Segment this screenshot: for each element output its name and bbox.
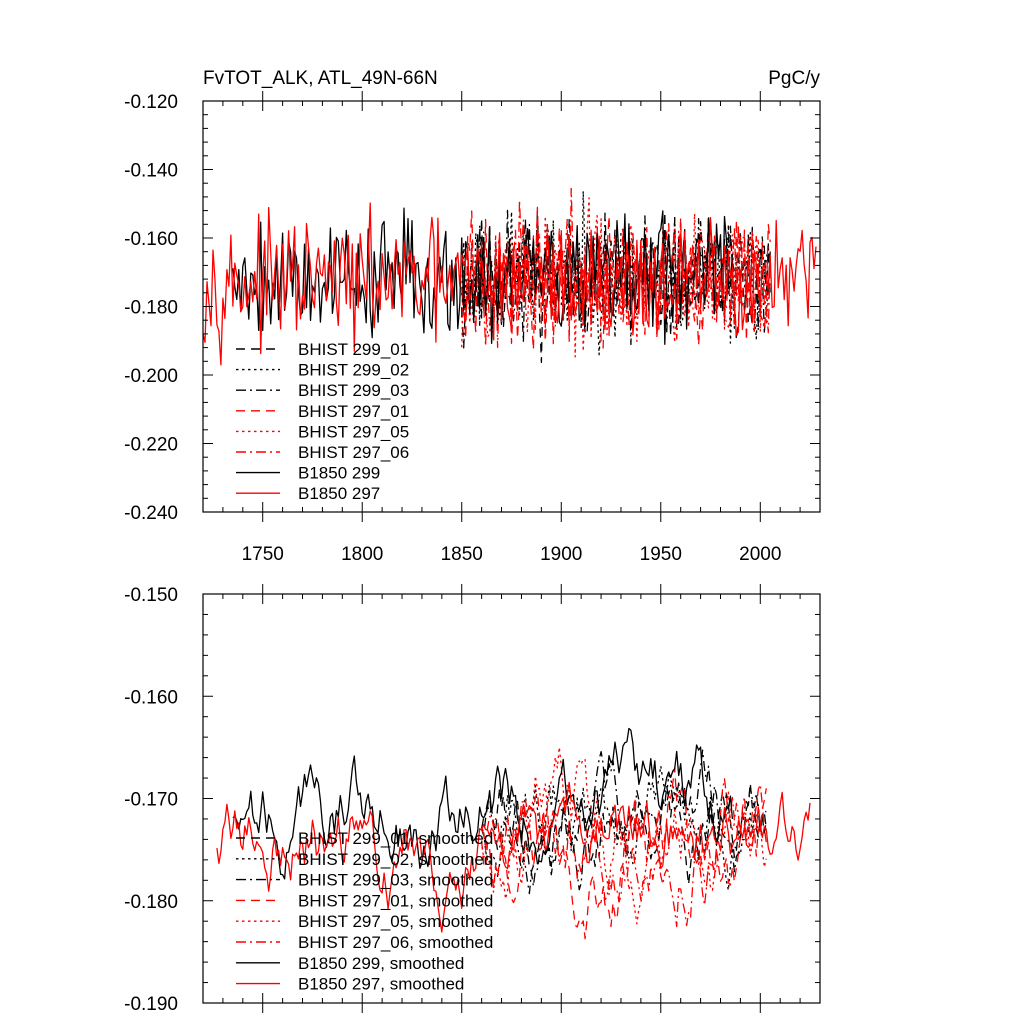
bottom-series-line-2 [480,749,767,895]
top-y-tick-label: -0.120 [124,92,178,113]
bottom-series-line-6 [232,727,734,880]
bottom-legend-label: BHIST 297_01, smoothed [298,891,493,910]
bottom-series-line-5 [481,778,767,928]
bottom-chart-panel: -0.150 -0.160 -0.170 -0.180 -0.190 BHIST 299_… [124,584,821,1015]
top-legend-label: BHIST 297_06 [298,443,409,462]
bottom-y-tick-label: -0.180 [124,892,178,913]
top-y-tick-label: -0.220 [124,435,178,456]
bottom-series-line-4 [480,746,767,925]
bottom-y-tick-label: -0.190 [124,994,178,1015]
bottom-series-line-3 [480,767,767,940]
bottom-legend-label: BHIST 299_01, smoothed [298,829,493,848]
top-x-tick-label: 1800 [341,544,383,565]
top-legend-label: BHIST 299_03 [298,381,409,400]
top-y-tick-label: -0.140 [124,161,178,182]
top-y-tick-label: -0.180 [124,298,178,319]
top-legend-label: BHIST 297_01 [298,402,409,421]
top-legend-label: B1850 299 [298,464,380,483]
top-series-line-7 [202,202,817,366]
top-legend-label: BHIST 299_02 [298,361,409,380]
top-chart-panel: -0.120 -0.140 -0.160 -0.180 -0.200 -0.220 -0.2… [124,91,821,565]
bottom-y-tick-label: -0.150 [124,585,178,606]
bottom-y-tick-label: -0.170 [124,790,178,811]
bottom-legend-label: B1850 299, smoothed [298,954,464,973]
top-y-tick-label: -0.240 [124,503,178,524]
bottom-legend-label: BHIST 297_05, smoothed [298,912,493,931]
bottom-legend-label: B1850 297, smoothed [298,975,464,994]
bottom-series-line-7 [216,781,811,933]
bottom-series-line-0 [480,782,767,886]
top-y-tick-label: -0.160 [124,229,178,250]
top-x-tick-label: 1900 [540,544,582,565]
top-x-tick-label: 1750 [242,544,284,565]
top-chart-units: PgC/y [768,68,820,89]
top-x-tick-label: 1850 [441,544,483,565]
bottom-y-tick-label: -0.160 [124,687,178,708]
bottom-legend-label: BHIST 299_03, smoothed [298,871,493,890]
bottom-legend-label: BHIST 297_06, smoothed [298,933,493,952]
bottom-legend-label: BHIST 299_02, smoothed [298,850,493,869]
top-legend-label: B1850 297 [298,484,380,503]
top-y-tick-label: -0.200 [124,366,178,387]
top-x-tick-label: 2000 [739,544,781,565]
top-chart-title: FvTOT_ALK, ATL_49N-66N [203,68,438,89]
top-legend-label: BHIST 297_05 [298,422,409,441]
top-x-tick-label: 1950 [640,544,682,565]
top-legend-label: BHIST 299_01 [298,340,409,359]
